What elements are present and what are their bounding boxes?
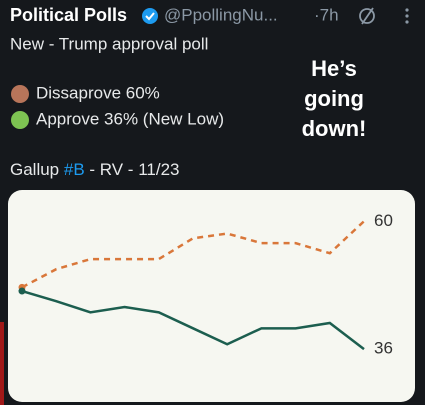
text: Gallup — [10, 160, 64, 179]
tweet-line: Approve 36% (New Low) — [36, 109, 224, 128]
green-circle — [11, 111, 29, 129]
text: - RV - 11/23 — [85, 160, 180, 179]
overlay-text: He’s — [311, 56, 357, 81]
verified-check — [145, 12, 155, 21]
edge — [0, 322, 4, 405]
grok-icon-slash — [361, 7, 374, 25]
tweet-line: Gallup #B - RV - 11/23 — [10, 160, 179, 179]
overlay-text: going — [304, 86, 364, 111]
dot — [405, 14, 409, 18]
hashtag[interactable]: #B — [64, 160, 85, 179]
grok-icon[interactable] — [359, 8, 375, 24]
end-label: 60 — [374, 211, 393, 230]
tweet-line: New - Trump approval poll — [10, 34, 208, 53]
dot — [405, 20, 409, 24]
author-name[interactable]: Political Polls — [10, 5, 127, 25]
timestamp: ·7h — [314, 5, 339, 24]
brown-circle — [11, 85, 29, 103]
end-label: 36 — [374, 339, 393, 358]
dot — [405, 8, 409, 12]
overlay-text: down! — [302, 116, 367, 141]
author-handle[interactable]: @PpollingNu... — [164, 5, 278, 24]
line — [21, 289, 365, 351]
point — [18, 287, 26, 295]
line — [21, 220, 365, 289]
plot: 60 36 — [18, 211, 393, 358]
tweet-line: Dissaprove 60% — [36, 83, 160, 102]
chart-card — [8, 190, 415, 402]
more-menu[interactable] — [405, 8, 409, 24]
verified-badge — [142, 8, 158, 24]
